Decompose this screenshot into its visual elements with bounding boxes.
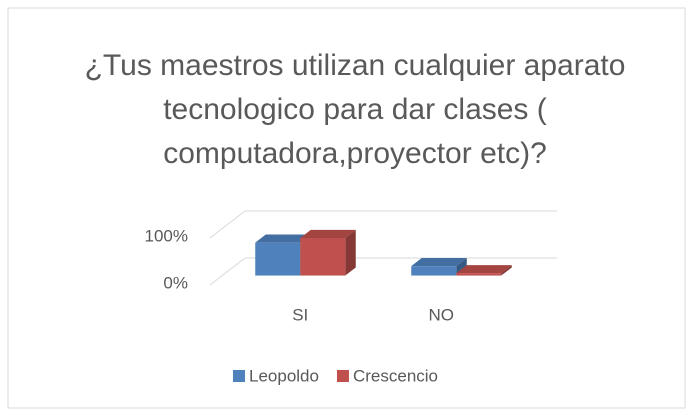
legend-swatch (336, 370, 349, 382)
grid-line (209, 257, 246, 286)
bar (300, 237, 346, 276)
x-tick-label: SI (292, 305, 308, 324)
x-tick-label: NO (429, 305, 455, 324)
grid-line (209, 210, 246, 239)
chart-title: ¿Tus maestros utilizan cualquier aparato… (84, 49, 626, 170)
y-tick-label: 100% (145, 226, 188, 245)
bar (456, 273, 502, 276)
bar (255, 242, 301, 276)
legend-swatch (233, 370, 245, 382)
y-tick-label: 0% (163, 273, 188, 292)
bar-top (456, 265, 512, 274)
bar-side (456, 258, 467, 276)
bar-top (411, 258, 467, 267)
legend-label: Crescencio (353, 366, 438, 385)
bar-top (255, 234, 311, 243)
legend-label: Leopoldo (249, 366, 319, 385)
bar-side (345, 229, 356, 276)
bar (411, 266, 457, 276)
bar-side (501, 265, 512, 276)
chart-frame (7, 7, 686, 409)
bar-top (300, 229, 356, 238)
